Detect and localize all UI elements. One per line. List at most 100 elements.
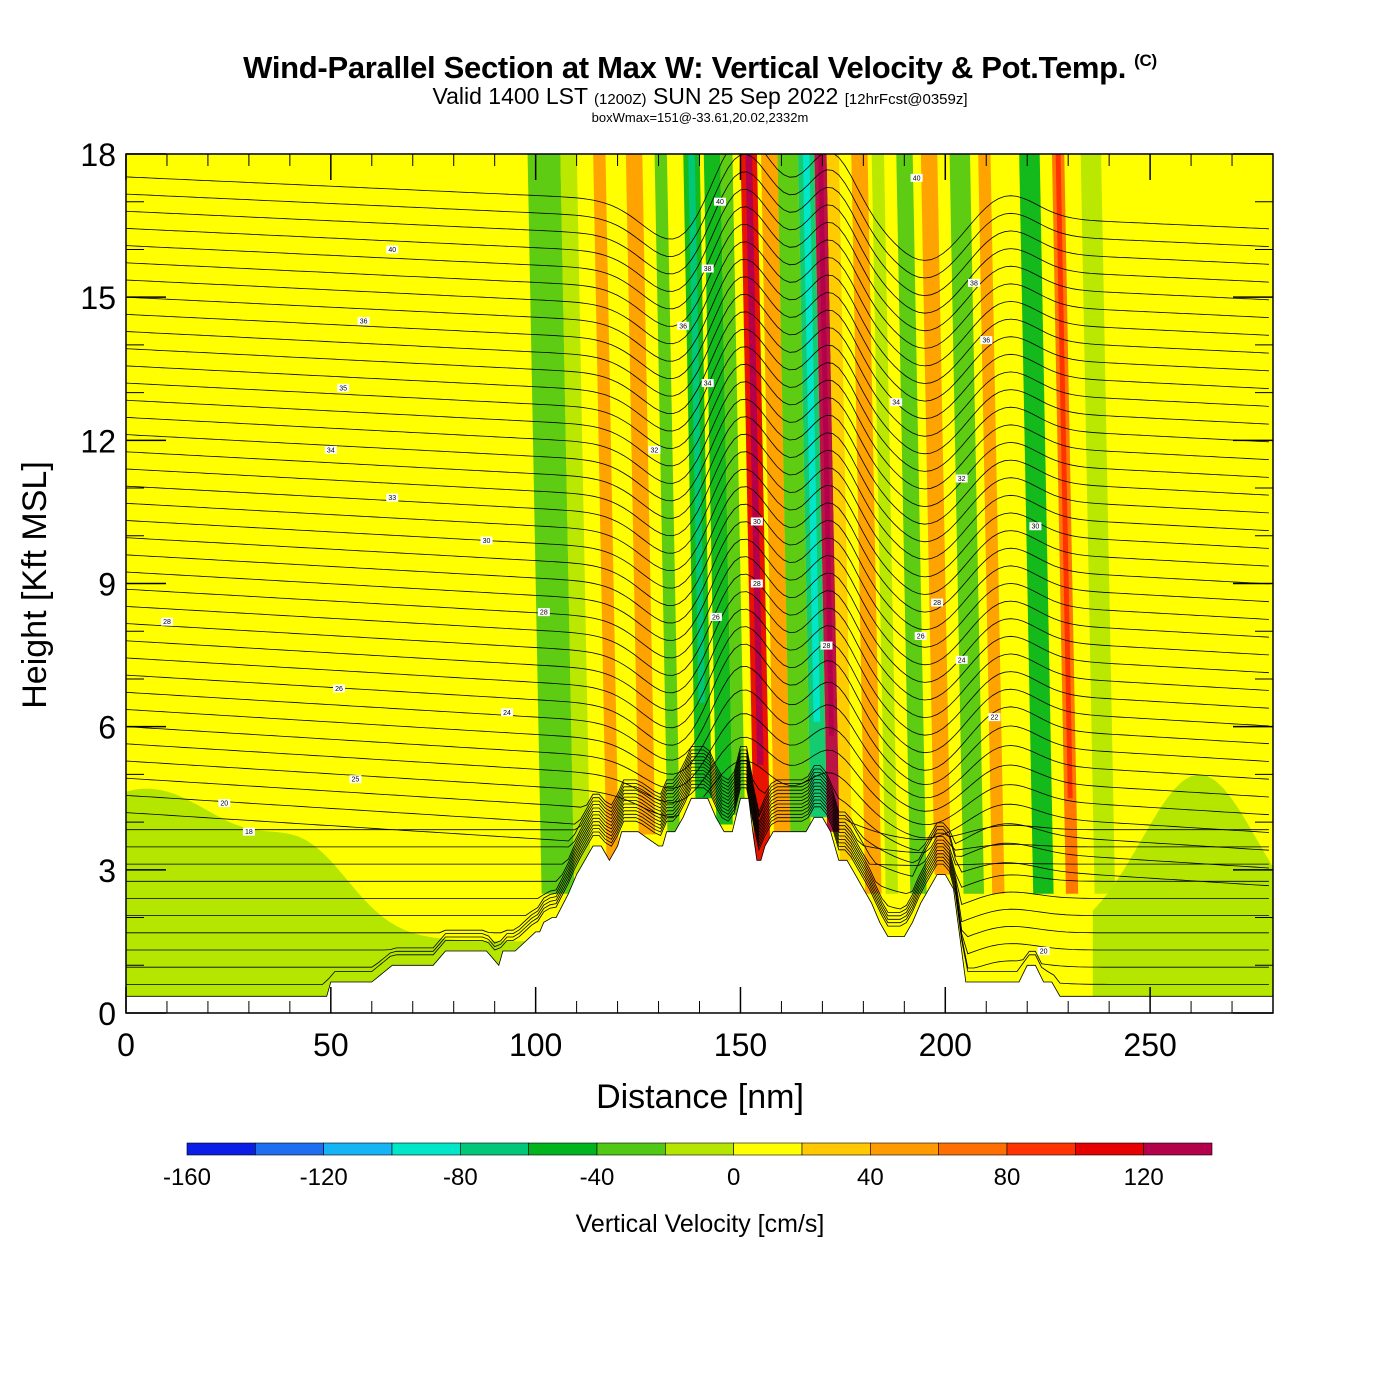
isentrope-label-text: 22 xyxy=(991,715,999,722)
isentrope-label-box xyxy=(480,536,493,545)
isentrope-line xyxy=(126,665,1269,786)
isentrope-line xyxy=(126,188,1269,314)
isentrope-line xyxy=(126,689,1269,799)
isentrope-line xyxy=(126,311,1269,437)
colorbar-swatch xyxy=(1006,1142,1076,1156)
colorbar-swatch xyxy=(391,1142,461,1156)
isentrope-label-text: 24 xyxy=(503,710,511,717)
isentrope-label-box xyxy=(386,493,399,502)
isentrope-label-box xyxy=(910,173,923,182)
colorbar-tick-label: 120 xyxy=(1124,1164,1164,1191)
isentrope-line xyxy=(126,503,1269,631)
colorbar-swatch xyxy=(1075,1142,1144,1156)
colorbar-title: Vertical Velocity [cm/s] xyxy=(576,1210,825,1238)
colorbar-tick-label: -40 xyxy=(580,1164,615,1191)
isentrope-label: 34 xyxy=(324,445,337,454)
isentrope-line xyxy=(126,608,1269,736)
velocity-band xyxy=(703,154,733,825)
isentrope-label-box xyxy=(242,827,255,836)
isentrope-line xyxy=(126,521,1269,648)
velocity-band xyxy=(720,154,745,815)
colorbar-swatch xyxy=(733,1142,803,1156)
isentrope-line xyxy=(126,241,1269,367)
isentrope-label: 30 xyxy=(480,536,493,545)
velocity-band xyxy=(871,154,898,894)
isentrope-label-box xyxy=(820,641,833,650)
isentrope-line xyxy=(126,381,1269,508)
isentrope-line xyxy=(126,328,1269,455)
isentrope-label-text: 32 xyxy=(651,447,659,454)
isentrope-label-text: 34 xyxy=(704,381,712,388)
isentrope-label-text: 30 xyxy=(1032,524,1040,531)
colorbar-swatch xyxy=(801,1142,871,1156)
isentrope-label: 36 xyxy=(677,321,690,330)
isentrope-label: 34 xyxy=(701,379,714,388)
isentrope-line xyxy=(126,760,1269,839)
isentrope-label: 36 xyxy=(357,317,370,326)
chart-title-text: Wind-Parallel Section at Max W: Vertical… xyxy=(243,50,1127,85)
isentrope-label-box xyxy=(386,245,399,254)
colorbar-swatch xyxy=(665,1142,734,1156)
colorbar-tick-label: 0 xyxy=(727,1164,740,1191)
isentrope-label-text: 34 xyxy=(892,400,900,407)
x-tick-label: 50 xyxy=(313,1027,349,1063)
x-tick-label: 100 xyxy=(509,1027,562,1063)
isentrope-label: 28 xyxy=(160,617,173,626)
isentrope-line xyxy=(126,206,1269,332)
isentrope-line xyxy=(126,787,1269,985)
isentrope-line xyxy=(126,154,1269,261)
y-tick-label: 9 xyxy=(98,567,116,603)
isentrope-label-box xyxy=(701,264,714,273)
isentrope-line xyxy=(126,468,1269,595)
isentrope-label-text: 24 xyxy=(958,657,966,664)
isentrope-label-box xyxy=(955,474,968,483)
chart-title: Wind-Parallel Section at Max W: Vertical… xyxy=(0,50,1400,86)
isentrope-line xyxy=(126,363,1269,490)
isentrope-label-box xyxy=(218,799,231,808)
isentrope-label: 40 xyxy=(910,173,923,182)
isentrope-line xyxy=(126,783,1269,969)
isentrope-label-text: 36 xyxy=(679,323,687,330)
y-tick-label: 0 xyxy=(98,996,116,1032)
isentrope-line xyxy=(126,746,1269,852)
velocity-band-core xyxy=(745,154,764,765)
isentrope-label-text: 26 xyxy=(712,614,720,621)
isentrope-label-text: 28 xyxy=(753,581,761,588)
isentrope-label: 28 xyxy=(750,579,763,588)
y-tick-label: 3 xyxy=(98,853,116,889)
isentrope-label-box xyxy=(914,631,927,640)
y-tick-label: 6 xyxy=(98,710,116,746)
x-tick-label: 250 xyxy=(1123,1027,1176,1063)
low-level-downdraft-east xyxy=(1092,774,1273,1013)
isentrope-line xyxy=(126,398,1269,525)
isentrope-label: 33 xyxy=(386,493,399,502)
isentrope-label-box xyxy=(701,379,714,388)
isentrope-label: 25 xyxy=(349,775,362,784)
isentrope-line xyxy=(126,346,1269,472)
isentrope-line xyxy=(126,766,1269,895)
isentrope-label-text: 28 xyxy=(823,643,831,650)
y-axis-title: Height [Kft MSL] xyxy=(16,461,54,709)
colorbar-tick-label: 40 xyxy=(857,1164,884,1191)
isentrope-label-text: 28 xyxy=(163,619,171,626)
colorbar-tick-label: -80 xyxy=(443,1164,478,1191)
isentrope-label-text: 32 xyxy=(958,476,966,483)
isentrope-line xyxy=(126,591,1269,719)
isentrope-label-text: 34 xyxy=(327,447,335,454)
isentrope-line xyxy=(126,763,1269,866)
isentrope-line xyxy=(126,736,1269,826)
colorbar-swatch xyxy=(596,1142,666,1156)
isentrope-line xyxy=(126,433,1269,560)
isentrope-label-text: 20 xyxy=(220,801,228,808)
isentrope-label-box xyxy=(980,336,993,345)
isentrope-line xyxy=(126,777,1269,938)
velocity-band-core xyxy=(1055,154,1073,799)
colorbar-swatch xyxy=(1143,1142,1213,1156)
isentrope-label: 28 xyxy=(537,608,550,617)
isentrope-label: 28 xyxy=(931,598,944,607)
isentrope-label: 38 xyxy=(701,264,714,273)
isentrope-label-text: 40 xyxy=(913,175,921,182)
isentrope-label: 26 xyxy=(709,612,722,621)
